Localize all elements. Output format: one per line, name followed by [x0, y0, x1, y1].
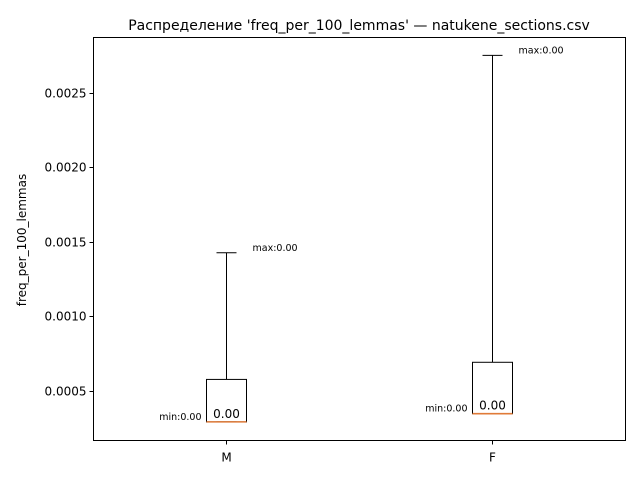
y-tick-label: 0.0020 [45, 161, 87, 175]
median-label: 0.00 [479, 399, 506, 413]
x-tick-label: M [221, 451, 231, 465]
y-axis: 0.0005 0.0010 0.0015 0.0020 0.0025 [45, 87, 94, 399]
median-label: 0.00 [213, 407, 240, 421]
y-tick-label: 0.0005 [45, 385, 87, 399]
boxes-layer: 0.00 min:0.00 max:0.00 0.00 min:0.00 max:0.00 [159, 45, 563, 422]
chart-title: Распределение 'freq_per_100_lemmas' — na… [128, 18, 590, 34]
y-tick-label: 0.0025 [45, 87, 87, 101]
box-group-F: 0.00 min:0.00 max:0.00 [425, 45, 563, 414]
min-label: min:0.00 [425, 404, 467, 415]
plot-frame [93, 37, 626, 441]
y-tick-label: 0.0010 [45, 310, 87, 324]
y-tick-label: 0.0015 [45, 236, 87, 250]
min-label: min:0.00 [159, 412, 201, 423]
max-label: max:0.00 [253, 243, 298, 254]
box-group-M: 0.00 min:0.00 max:0.00 [159, 243, 297, 423]
x-tick-label: F [489, 451, 496, 465]
max-label: max:0.00 [519, 45, 564, 56]
y-axis-label: freq_per_100_lemmas [15, 174, 29, 306]
